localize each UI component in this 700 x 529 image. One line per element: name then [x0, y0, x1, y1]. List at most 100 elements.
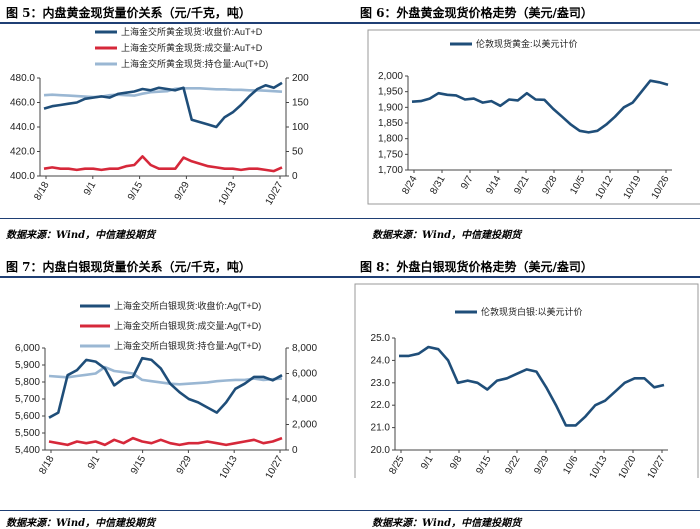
fig5-top-rule [0, 22, 700, 24]
fig5-series-line-0 [43, 81, 283, 129]
fig7-left-tick-label: 5,400 [15, 445, 40, 456]
fig8-x-tick-label: 9/1 [419, 454, 436, 472]
fig8-source: 数据来源：Wind，中信建投期货 [372, 518, 522, 529]
fig6-left-tick-label: 1,800 [378, 134, 403, 145]
fig5-right-tick-label: 0 [292, 171, 298, 182]
fig6-x-tick-label: 10/26 [650, 174, 672, 202]
fig6-x-tick-label: 8/24 [400, 174, 419, 197]
fig8-x-tick-label: 9/8 [448, 454, 465, 472]
fig6-left-tick-label: 2,000 [378, 71, 403, 82]
fig5-legend-label-0: 上海金交所黄金现货:收盘价:AuT+D [121, 26, 263, 37]
fig5-right-tick-label: 100 [292, 122, 309, 133]
fig8-left-tick-label: 21.0 [371, 423, 391, 434]
fig8-x-tick-label: 10/13 [588, 454, 610, 478]
fig7-right-tick-label: 8,000 [292, 343, 317, 354]
fig7-left-tick-label: 5,900 [15, 360, 40, 371]
fig7-legend-label-1: 上海金交所白银现货:成交量:Ag(T+D) [114, 320, 261, 331]
fig8-x-tick-label: 10/6 [561, 454, 580, 477]
fig8-x-tick-label: 9/22 [503, 454, 522, 477]
fig5-left-tick-label: 400.0 [10, 171, 35, 182]
fig6-x-tick-label: 9/21 [512, 174, 531, 197]
fig6-legend-label-0: 伦敦现货黄金:以美元计价 [476, 38, 578, 49]
fig8-legend-label-0: 伦敦现货白银:以美元计价 [481, 306, 583, 317]
fig8-left-tick-label: 23.0 [371, 378, 391, 389]
fig5-legend-label-1: 上海金交所黄金现货:成交量:AuT+D [121, 42, 263, 53]
fig7-right-tick-label: 0 [292, 445, 298, 456]
fig7-x-tick-label: 10/13 [218, 454, 240, 478]
fig5-right-tick-label: 50 [292, 147, 304, 158]
fig7-title: 图 7：内盘白银现货量价关系（元/千克，吨） [6, 260, 251, 274]
fig5-chart: 400.0 420.0 440.0 460.0 480.0 0 50 100 150 200 8/1… [10, 26, 309, 208]
fig8-left-tick-label: 20.0 [371, 445, 391, 456]
row1-bottom-rule [0, 218, 700, 219]
fig7-right-tick-label: 6,000 [292, 369, 317, 380]
row2-bottom-rule [0, 510, 700, 511]
fig8-series-line-0 [399, 345, 665, 427]
fig5-legend-label-2: 上海金交所黄金现货:持仓量:Au(T+D) [121, 58, 268, 69]
fig7-legend-label-0: 上海金交所白银现货:收盘价:Ag(T+D) [114, 300, 261, 311]
fig8-x-tick-label: 10/27 [646, 454, 668, 478]
fig5-title: 图 5：内盘黄金现货量价关系（元/千克，吨） [6, 6, 251, 20]
fig7-top-rule [0, 276, 700, 278]
fig8-frame [354, 283, 699, 478]
fig6-x-tick-label: 9/14 [484, 174, 503, 197]
fig8-chart: 20.0 21.0 22.0 23.0 24.0 25.0 8/25 9/1 9/8 9/15 9/… [354, 283, 699, 478]
fig6-source: 数据来源：Wind，中信建投期货 [372, 230, 522, 241]
fig7-series-line-1 [48, 436, 283, 447]
fig6-frame [367, 29, 700, 205]
fig7-series-line-0 [48, 356, 283, 419]
fig5-left-tick-label: 420.0 [10, 147, 35, 158]
fig6-left-tick-label: 1,900 [378, 102, 403, 113]
fig6-x-tick-label: 10/5 [568, 174, 587, 197]
fig6-left-tick-label: 1,750 [378, 149, 403, 160]
fig5-x-tick-label: 9/1 [82, 180, 99, 198]
fig7-x-tick-label: 10/27 [264, 454, 286, 478]
fig6-chart: 1,700 1,750 1,800 1,850 1,900 1,950 2,000 8/24 8… [367, 29, 700, 205]
fig8-x-tick-label: 9/15 [474, 454, 493, 477]
fig5-left-tick-label: 440.0 [10, 122, 35, 133]
fig7-left-tick-label: 5,700 [15, 394, 40, 405]
fig6-left-tick-label: 1,950 [378, 87, 403, 98]
fig5-x-tick-label: 9/29 [173, 180, 192, 203]
fig5-x-tick-label: 9/15 [126, 180, 145, 203]
fig5-right-tick-label: 200 [292, 73, 309, 84]
fig8-left-tick-label: 24.0 [371, 355, 391, 366]
fig6-x-tick-label: 8/31 [428, 174, 447, 197]
fig7-left-tick-label: 6,000 [15, 343, 40, 354]
fig7-legend-label-2: 上海金交所白银现货:持仓量:Ag(T+D) [114, 340, 261, 351]
fig6-x-tick-label: 10/19 [622, 174, 644, 202]
fig7-left-tick-label: 5,800 [15, 377, 40, 388]
fig5-source: 数据来源：Wind，中信建投期货 [6, 230, 156, 241]
fig6-x-tick-label: 10/12 [594, 174, 616, 202]
fig5-x-tick-label: 8/18 [32, 180, 51, 203]
fig7-chart: 5,400 5,500 5,600 5,700 5,800 5,900 6,000 0 2,00… [15, 300, 317, 478]
fig6-x-tick-label: 9/7 [459, 174, 476, 192]
fig7-right-tick-label: 4,000 [292, 394, 317, 405]
fig5-series-line-1 [43, 155, 283, 173]
fig8-left-tick-label: 25.0 [371, 333, 391, 344]
fig8-title: 图 8：外盘白银现货价格走势（美元/盎司） [360, 260, 593, 274]
fig5-left-tick-label: 480.0 [10, 73, 35, 84]
fig8-x-tick-label: 10/20 [617, 454, 639, 478]
fig7-x-tick-label: 9/15 [129, 454, 148, 477]
fig5-right-tick-label: 150 [292, 98, 309, 109]
fig7-left-tick-label: 5,500 [15, 428, 40, 439]
fig7-source: 数据来源：Wind，中信建投期货 [6, 518, 156, 529]
fig7-x-tick-label: 9/29 [175, 454, 194, 477]
fig8-x-tick-label: 8/25 [387, 454, 406, 477]
fig8-x-tick-label: 9/29 [532, 454, 551, 477]
fig5-x-tick-label: 10/27 [264, 180, 286, 208]
fig7-x-tick-label: 8/18 [37, 454, 56, 477]
fig7-x-tick-label: 9/1 [86, 454, 103, 472]
fig7-left-tick-label: 5,600 [15, 411, 40, 422]
fig7-series-line-2 [48, 365, 283, 386]
fig6-x-tick-label: 9/28 [540, 174, 559, 197]
fig6-left-tick-label: 1,700 [378, 165, 403, 176]
fig6-title: 图 6：外盘黄金现货价格走势（美元/盎司） [360, 6, 593, 20]
fig5-series-line-2 [43, 87, 283, 99]
fig5-left-tick-label: 460.0 [10, 98, 35, 109]
fig6-series-line-0 [411, 79, 669, 134]
fig5-x-tick-label: 10/13 [217, 180, 239, 208]
fig8-left-tick-label: 22.0 [371, 400, 391, 411]
fig7-right-tick-label: 2,000 [292, 420, 317, 431]
